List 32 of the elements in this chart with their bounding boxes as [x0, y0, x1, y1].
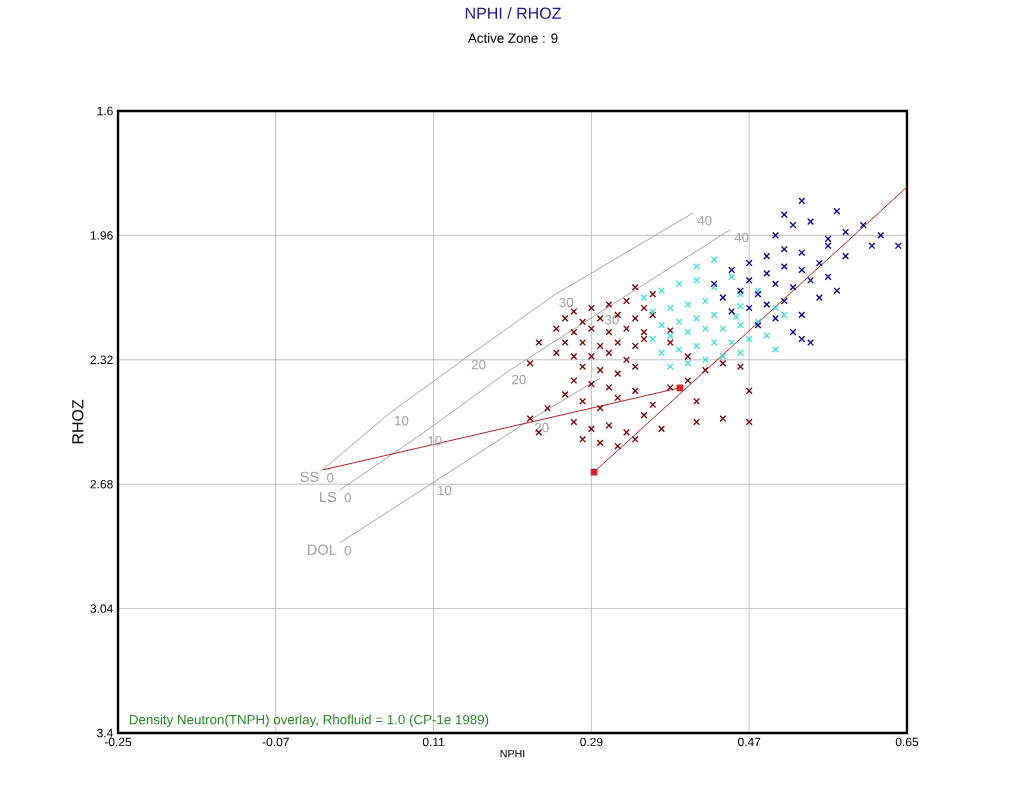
annotation: 20 [471, 359, 486, 370]
x-axis-title: NPHI [500, 750, 525, 758]
x-tick-label: -0.25 [104, 737, 132, 747]
annotation: 40 [697, 215, 712, 226]
annotation: 40 [734, 232, 749, 243]
y-tick-label: 1.6 [97, 106, 113, 116]
series-label: LS [320, 491, 337, 503]
x-tick-label: -0.07 [262, 737, 289, 747]
annotation: 10 [395, 415, 409, 426]
y-tick-label: 1.96 [90, 231, 113, 240]
annotation: 0 [344, 545, 351, 556]
annotation: 0 [327, 472, 334, 483]
chart-subtitle: Active Zone : 9 [467, 33, 558, 43]
x-tick-label: 0.47 [737, 737, 761, 747]
annotation: Density Neutron(TNPH) overlay, Rhofluid = 1.0 (CP-1e 1989) [129, 714, 489, 727]
annotation: 30 [559, 297, 574, 308]
annotation: 20 [512, 374, 526, 385]
x-tick-label: 0.11 [422, 737, 445, 747]
annotation: 20 [534, 422, 549, 433]
y-tick-label: 2.32 [90, 355, 113, 365]
y-tick-label: 3.4 [97, 728, 113, 738]
chart-title: NPHI / RHOZ [465, 7, 561, 19]
annotation: 0 [344, 493, 351, 503]
y-tick-label: 2.68 [90, 479, 113, 489]
series-label: DOL [307, 544, 337, 555]
x-tick-label: 0.65 [895, 737, 919, 747]
x-tick-label: 0.29 [580, 737, 603, 747]
annotation: 30 [604, 315, 619, 325]
annotation: 10 [438, 485, 452, 496]
series-label: SS [300, 471, 319, 483]
y-axis-title: RHOZ [72, 399, 84, 444]
y-tick-label: 3.04 [90, 604, 113, 613]
